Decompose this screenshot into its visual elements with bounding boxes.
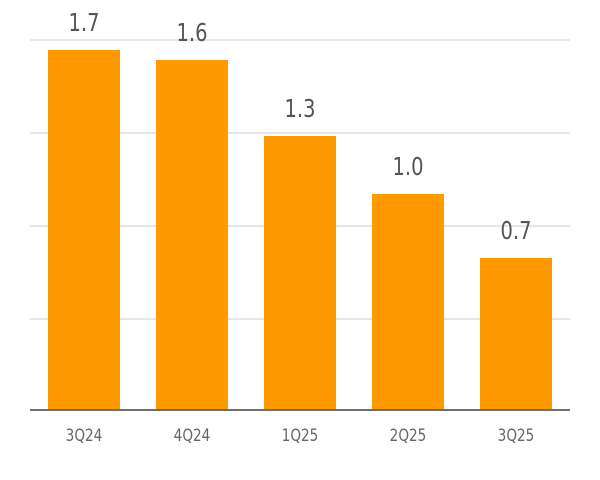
x-tick-label: 3Q25 [497, 426, 535, 446]
gridline [30, 132, 570, 134]
x-tick-label: 2Q25 [389, 426, 427, 446]
x-tick-label: 3Q24 [65, 426, 103, 446]
value-label: 0.7 [500, 216, 532, 245]
bar-2q25 [372, 194, 444, 410]
bar-4q24 [156, 60, 228, 410]
x-tick-label: 4Q24 [173, 426, 211, 446]
bar-3q24 [48, 50, 120, 410]
x-tick-label: 1Q25 [281, 426, 319, 446]
x-axis-line [30, 409, 570, 411]
gridline [30, 39, 570, 41]
value-label: 1.3 [284, 94, 316, 123]
bar-1q25 [264, 136, 336, 410]
bar-3q25 [480, 258, 552, 410]
value-label: 1.0 [392, 152, 424, 181]
value-label: 1.7 [68, 8, 100, 37]
value-label: 1.6 [176, 18, 208, 47]
